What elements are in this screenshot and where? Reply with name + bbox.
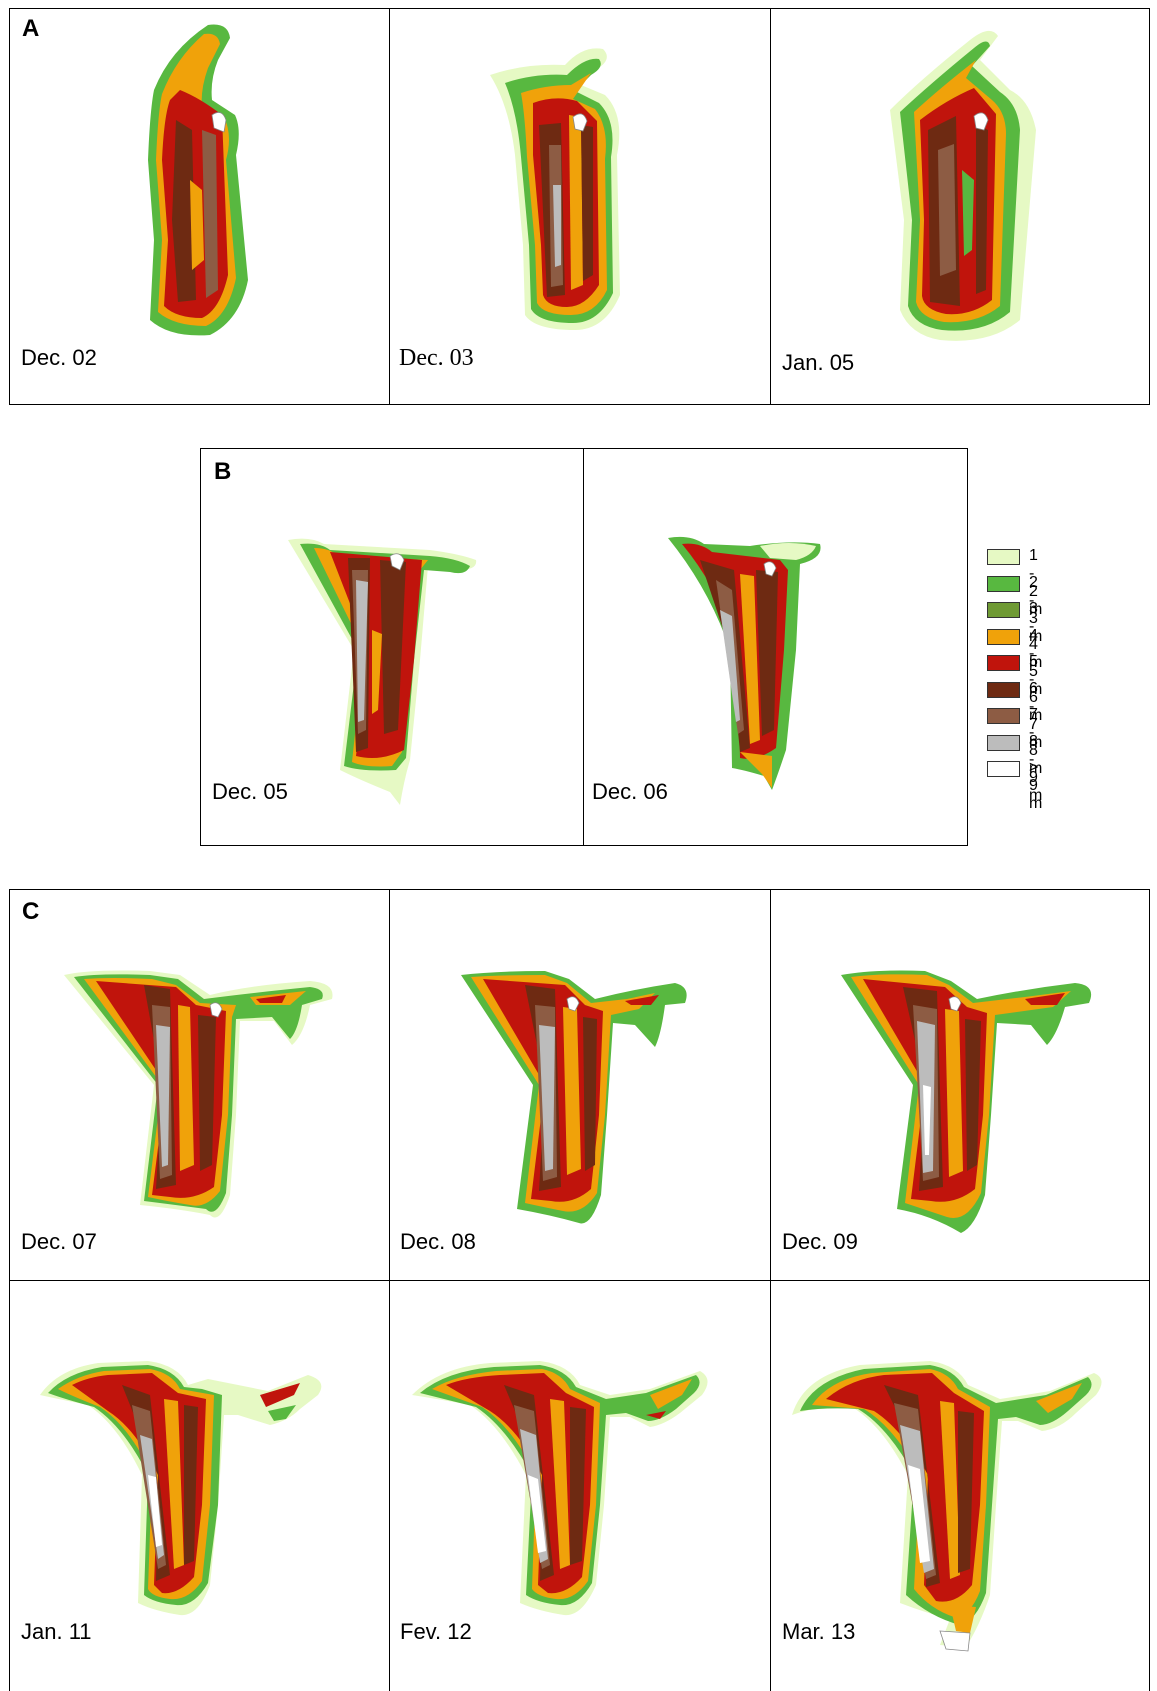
- legend-swatch: [987, 761, 1020, 777]
- legend-label: 2 - 3 m: [1029, 573, 1043, 645]
- legend-label: 6 - 7 m: [1029, 679, 1043, 751]
- section-label-a: A: [22, 15, 40, 42]
- bathymetry-map-dec-02: [140, 20, 270, 340]
- legend-swatch: [987, 575, 1020, 592]
- section-c-frame: [9, 889, 1150, 1691]
- legend-label: 7 - 8 m: [1029, 706, 1043, 777]
- divider: [389, 8, 390, 405]
- bathymetry-map-mar-13: [790, 1355, 1110, 1655]
- legend-label: 4 - 5 m: [1029, 626, 1043, 698]
- section-b-frame: [200, 448, 968, 846]
- legend-swatch: [987, 708, 1020, 724]
- section-label-b: B: [214, 458, 232, 485]
- legend-swatch: [987, 734, 1020, 751]
- legend-swatch: [987, 549, 1020, 565]
- bathymetry-map-jan-05: [880, 20, 1070, 350]
- divider: [770, 889, 771, 1691]
- legend-label: 5 - 6 m: [1029, 653, 1043, 724]
- divider: [9, 1280, 1150, 1281]
- legend-swatch: [987, 628, 1020, 645]
- date-label: Dec. 06: [592, 779, 668, 804]
- divider: [583, 448, 584, 846]
- date-label: Dec. 03: [399, 345, 474, 371]
- section-label-c: C: [22, 898, 40, 925]
- legend-label: 1 - 2 m: [1029, 547, 1043, 618]
- section-a-frame: [9, 8, 1150, 405]
- divider: [770, 8, 771, 405]
- legend-swatch: [987, 602, 1020, 618]
- legend-swatch: [987, 681, 1020, 698]
- date-label: Mar. 13: [782, 1619, 856, 1644]
- bathymetry-map-dec-09: [835, 965, 1110, 1237]
- date-label: Dec. 05: [212, 779, 288, 804]
- date-label: Dec. 09: [782, 1229, 858, 1254]
- date-label: Jan. 05: [782, 350, 855, 375]
- bathymetry-map-dec-07: [60, 965, 360, 1230]
- divider: [389, 889, 390, 1691]
- bathymetry-map-dec-03: [485, 45, 650, 345]
- bathymetry-map-dec-05: [280, 530, 480, 810]
- legend-swatch: [987, 655, 1020, 671]
- date-label: Dec. 02: [21, 345, 97, 370]
- legend-label: > 9 m: [1029, 759, 1043, 812]
- bathymetry-map-dec-08: [455, 965, 725, 1235]
- bathymetry-map-dec-06: [660, 530, 840, 795]
- date-label: Dec. 07: [21, 1229, 97, 1254]
- bathymetry-map-fev-12: [410, 1355, 720, 1625]
- date-label: Fev. 12: [400, 1619, 472, 1644]
- date-label: Jan. 11: [21, 1619, 92, 1644]
- legend-label: 3 - 4 m: [1029, 600, 1043, 671]
- date-label: Dec. 08: [400, 1229, 476, 1254]
- legend-label: 8 - 9 m: [1029, 732, 1043, 804]
- bathymetry-map-jan-11: [38, 1355, 338, 1625]
